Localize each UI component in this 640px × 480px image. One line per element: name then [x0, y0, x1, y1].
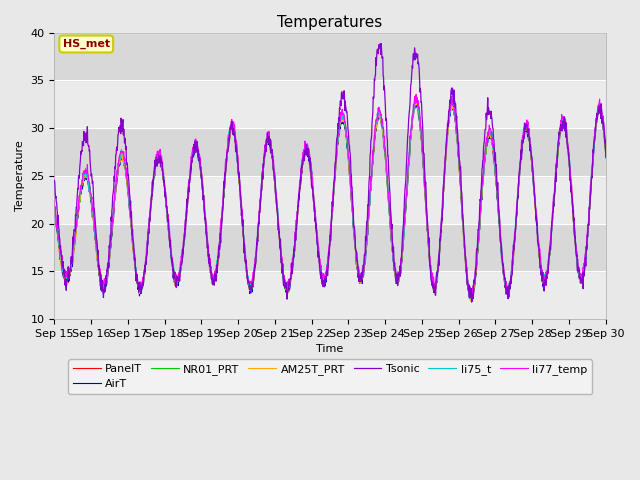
AirT [412, 101, 420, 107]
NR01_PRT [602, 149, 609, 155]
li77_temp [173, 274, 181, 279]
AM25T_PRT [412, 97, 420, 103]
Line: li77_temp: li77_temp [54, 95, 605, 298]
PanelT [602, 148, 609, 154]
PanelT [235, 172, 243, 178]
li77_temp [602, 147, 609, 153]
li77_temp [488, 135, 496, 141]
X-axis label: Time: Time [316, 344, 344, 354]
li75_t [412, 94, 420, 100]
li77_temp [51, 197, 58, 203]
Tsonic [488, 122, 496, 128]
Bar [54, 128, 605, 176]
PanelT [160, 180, 168, 186]
NR01_PRT [416, 120, 424, 126]
li75_t [537, 264, 545, 270]
PanelT [51, 205, 58, 211]
AM25T_PRT [173, 278, 181, 284]
NR01_PRT [173, 278, 181, 284]
Line: Tsonic: Tsonic [54, 44, 605, 302]
li75_t [416, 114, 424, 120]
PanelT [467, 296, 475, 302]
li75_t [602, 148, 609, 154]
NR01_PRT [51, 210, 58, 216]
Tsonic [378, 41, 385, 47]
Tsonic [416, 89, 424, 95]
Title: Temperatures: Temperatures [278, 15, 383, 30]
AM25T_PRT [160, 177, 168, 183]
Tsonic [602, 155, 609, 160]
PanelT [173, 279, 181, 285]
Line: AM25T_PRT: AM25T_PRT [54, 100, 605, 301]
AirT [416, 121, 424, 127]
AM25T_PRT [416, 120, 424, 126]
Line: NR01_PRT: NR01_PRT [54, 100, 605, 301]
NR01_PRT [413, 97, 420, 103]
li77_temp [160, 170, 168, 176]
Text: HS_met: HS_met [63, 39, 110, 49]
li77_temp [412, 92, 420, 97]
Y-axis label: Temperature: Temperature [15, 141, 25, 211]
AirT [468, 299, 476, 305]
PanelT [537, 265, 545, 271]
Line: PanelT: PanelT [54, 99, 605, 299]
Bar [54, 271, 605, 319]
li75_t [235, 170, 243, 176]
Tsonic [173, 274, 181, 279]
AirT [602, 151, 609, 157]
Bar [54, 33, 605, 80]
Bar [54, 80, 605, 128]
Line: AirT: AirT [54, 104, 605, 302]
AM25T_PRT [467, 298, 474, 304]
AM25T_PRT [51, 206, 58, 212]
Tsonic [51, 178, 58, 183]
PanelT [412, 96, 420, 102]
li75_t [488, 142, 496, 147]
NR01_PRT [488, 139, 496, 144]
PanelT [416, 120, 424, 125]
Tsonic [235, 174, 243, 180]
li77_temp [235, 170, 243, 176]
NR01_PRT [235, 173, 243, 179]
AirT [537, 271, 545, 276]
Tsonic [468, 299, 476, 305]
li75_t [160, 175, 168, 181]
li77_temp [416, 114, 424, 120]
AM25T_PRT [537, 268, 545, 274]
li77_temp [537, 262, 545, 267]
Bar [54, 176, 605, 224]
AirT [160, 176, 168, 182]
Legend: PanelT, AirT, NR01_PRT, AM25T_PRT, Tsonic, li75_t, li77_temp: PanelT, AirT, NR01_PRT, AM25T_PRT, Tsoni… [68, 360, 592, 394]
AirT [173, 278, 181, 284]
NR01_PRT [537, 266, 545, 272]
li75_t [173, 275, 181, 280]
Bar [54, 224, 605, 271]
AirT [235, 171, 243, 177]
AirT [51, 207, 58, 213]
AM25T_PRT [235, 171, 243, 177]
AM25T_PRT [488, 143, 496, 148]
Line: li75_t: li75_t [54, 97, 605, 300]
PanelT [488, 141, 496, 146]
AirT [488, 141, 496, 146]
li77_temp [467, 295, 475, 300]
li75_t [468, 297, 476, 302]
Tsonic [160, 178, 168, 184]
Tsonic [537, 272, 545, 278]
AM25T_PRT [602, 147, 609, 153]
li75_t [51, 203, 58, 209]
NR01_PRT [467, 298, 475, 304]
NR01_PRT [160, 179, 168, 185]
